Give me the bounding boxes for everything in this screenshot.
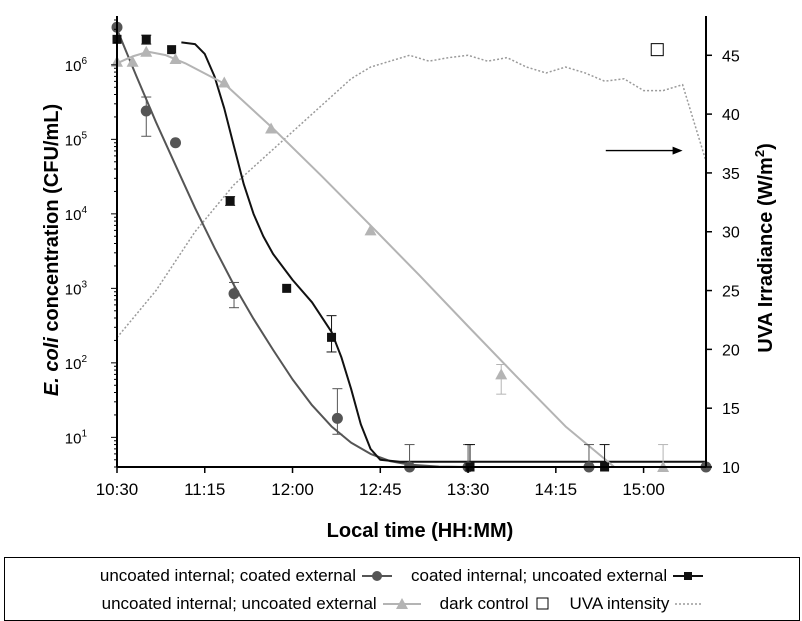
x-tick-label-7: 15:00 — [622, 480, 665, 499]
data-point-series-1-5 — [331, 412, 343, 424]
data-point-series-1-2 — [140, 105, 152, 117]
uva-axis-arrowhead — [672, 146, 683, 155]
y-left-tick-label-1: 101 — [65, 428, 88, 447]
legend-swatch-triangle-icon — [382, 598, 421, 609]
data-point-series-3-7 — [364, 224, 377, 236]
y-axis-left-title-rest: concentration (CFU/mL) — [41, 104, 63, 337]
fit-curve-series-2 — [181, 41, 706, 463]
legend-item-dark-control: dark control — [440, 594, 552, 614]
y-right-tick-label-7: 40 — [722, 107, 740, 124]
y-axis-right-title: UVA Irradiance (W/m2) — [752, 143, 777, 353]
legend-swatch-square-icon — [673, 572, 704, 580]
y-right-tick-label-4: 25 — [722, 284, 740, 301]
y-left-tick-exp-5: 5 — [81, 130, 87, 141]
y-axis-left-title: E. coli concentration (CFU/mL) — [41, 104, 63, 396]
x-tick-label-6: 14:15 — [535, 480, 578, 499]
legend-item-series-2: coated internal; uncoated external — [411, 566, 704, 586]
y-left-tick-base-2: 10 — [65, 356, 82, 373]
y-right-tick-label-8: 45 — [722, 48, 740, 65]
legend-item-series-3: uncoated internal; uncoated external — [102, 594, 422, 614]
x-axis-title: Local time (HH:MM) — [327, 520, 514, 542]
x-tick-label-5: 13:30 — [447, 480, 490, 499]
y-axis-right-title-close: ) — [755, 143, 777, 150]
uva-series-layer — [116, 54, 707, 339]
data-point-series-3-4 — [169, 52, 182, 64]
y-axis-right-title-main: UVA Irradiance (W/m — [755, 157, 777, 353]
x-tick-label-2: 11:15 — [184, 480, 225, 499]
y-left-tick-base-5: 10 — [65, 132, 82, 149]
data-point-series-2-3 — [167, 45, 177, 55]
data-point-series-2-4 — [225, 196, 235, 206]
data-point-series-3-3 — [140, 45, 153, 57]
legend-label-uva-intensity: UVA intensity — [569, 594, 670, 613]
y-left-tick-exp-4: 4 — [81, 205, 87, 216]
y-left-tick-label-2: 102 — [65, 354, 88, 373]
markers-layer — [111, 21, 712, 473]
data-point-series-3-2 — [126, 55, 139, 67]
y-left-tick-exp-1: 1 — [81, 428, 87, 439]
axes-layer: 10:30 11:15 12:00 12:45 13:30 14:15 15:0010110… — [65, 16, 740, 499]
legend-label-series-2: coated internal; uncoated external — [411, 566, 668, 585]
y-left-tick-label-4: 104 — [65, 205, 88, 224]
data-point-series-1-3 — [170, 137, 182, 149]
y-right-tick-label-5: 30 — [722, 225, 740, 242]
data-point-series-3-8 — [495, 368, 508, 380]
legend-item-series-1: uncoated internal; coated external — [100, 566, 393, 586]
x-tick-label-1: 10:30 — [96, 480, 139, 499]
y-left-tick-base-4: 10 — [65, 207, 82, 224]
fit-curve-series-1 — [116, 28, 469, 468]
legend-label-dark-control: dark control — [439, 594, 529, 613]
legend-item-uva-intensity: UVA intensity — [570, 594, 703, 614]
data-point-series-2-2 — [141, 34, 151, 44]
y-right-tick-label-2: 15 — [722, 401, 740, 418]
legend-swatch-open-square-icon — [536, 597, 548, 610]
y-left-tick-label-3: 103 — [65, 279, 88, 298]
legend-swatch-circle-icon — [362, 571, 392, 581]
data-point-series-3-6 — [265, 122, 278, 134]
y-left-tick-label-5: 105 — [65, 130, 88, 149]
legend: uncoated internal; coated external coate… — [4, 557, 800, 621]
y-left-tick-base-1: 10 — [65, 430, 82, 447]
legend-row-2: uncoated internal; uncoated external dar… — [5, 594, 799, 614]
legend-row-1: uncoated internal; coated external coate… — [5, 566, 799, 586]
y-left-tick-label-6: 106 — [65, 56, 88, 75]
legend-label-series-1: uncoated internal; coated external — [99, 566, 356, 585]
y-right-tick-label-3: 20 — [722, 342, 740, 359]
fit-curve-series-3 — [116, 50, 664, 468]
x-tick-label-3: 12:00 — [271, 480, 314, 499]
chart: 10:30 11:15 12:00 12:45 13:30 14:15 15:0010110… — [41, 16, 777, 542]
data-point-series-2-5 — [282, 283, 292, 293]
fit-curves-layer — [116, 28, 706, 468]
dark-control-marker — [650, 43, 664, 57]
y-left-tick-base-6: 10 — [65, 58, 82, 75]
y-left-tick-base-3: 10 — [65, 281, 82, 298]
y-axis-left-title-italic: E. coli — [41, 337, 63, 396]
data-point-series-1-4 — [228, 288, 240, 300]
y-left-tick-exp-3: 3 — [81, 279, 87, 290]
x-tick-label-4: 12:45 — [359, 480, 402, 499]
data-point-series-2-6 — [327, 332, 337, 342]
y-left-tick-exp-2: 2 — [81, 354, 87, 365]
y-right-tick-label-6: 35 — [722, 166, 740, 183]
uva-intensity-line — [116, 54, 707, 339]
y-left-tick-exp-6: 6 — [81, 56, 87, 67]
legend-swatch-dotted-line-icon — [675, 603, 702, 605]
error-bars-layer — [141, 34, 669, 468]
y-right-tick-label-1: 10 — [722, 460, 740, 477]
legend-label-series-3: uncoated internal; uncoated external — [101, 594, 377, 613]
y-axis-right-title-sup: 2 — [752, 150, 767, 157]
data-point-series-3-5 — [218, 76, 231, 88]
